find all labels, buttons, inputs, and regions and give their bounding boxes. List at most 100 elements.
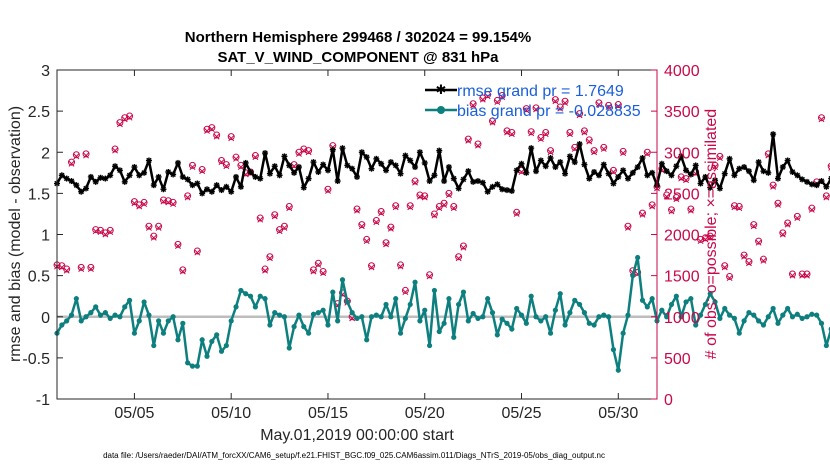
obs-assimilated-stroke bbox=[542, 131, 549, 138]
obs-assimilated-stroke bbox=[571, 146, 578, 152]
obs-assimilated-point bbox=[518, 169, 525, 175]
obs-possible-point bbox=[426, 271, 434, 279]
rmse-point-stroke bbox=[363, 154, 370, 160]
obs-assimilated-point bbox=[552, 98, 559, 105]
obs-layer bbox=[53, 91, 830, 322]
x-tick-label: 05/15 bbox=[308, 405, 348, 422]
obs-assimilated-stroke bbox=[387, 225, 394, 232]
rmse-point bbox=[566, 153, 573, 160]
rmse-point bbox=[808, 181, 815, 188]
obs-possible-point bbox=[484, 91, 492, 99]
rmse-point-stroke bbox=[257, 175, 263, 182]
bias-point bbox=[335, 318, 341, 324]
rmse-point bbox=[804, 178, 810, 185]
bias-point bbox=[393, 296, 399, 302]
rmse-point bbox=[344, 162, 351, 169]
obs-assimilated-point bbox=[736, 205, 743, 212]
bias-point bbox=[789, 314, 796, 320]
rmse-point-stroke bbox=[746, 168, 752, 174]
bias-point bbox=[615, 367, 621, 373]
rmse-point-stroke bbox=[146, 157, 152, 164]
obs-possible-point bbox=[411, 177, 419, 185]
obs-possible-point bbox=[774, 199, 782, 207]
y2-tick-label: 1500 bbox=[664, 269, 700, 286]
obs-assimilated-point bbox=[218, 159, 225, 166]
legend-bias-label: bias grand pr = -0.028835 bbox=[457, 103, 641, 120]
rmse-point-stroke bbox=[276, 172, 283, 178]
rmse-point-stroke bbox=[73, 182, 80, 188]
obs-assimilated-stroke bbox=[286, 205, 293, 212]
rmse-point bbox=[266, 170, 273, 177]
rmse-point-stroke bbox=[480, 179, 486, 186]
obs-assimilated-point bbox=[450, 205, 457, 212]
rmse-point bbox=[533, 168, 540, 175]
obs-assimilated-point bbox=[126, 114, 133, 121]
obs-assimilated-stroke bbox=[799, 272, 806, 279]
obs-assimilated-point bbox=[102, 231, 109, 238]
obs-assimilated-point bbox=[402, 289, 409, 296]
rmse-point-stroke bbox=[697, 180, 704, 187]
bias-point bbox=[630, 273, 636, 279]
rmse-point-stroke bbox=[460, 176, 467, 183]
y2-tick-label: 500 bbox=[664, 351, 691, 368]
obs-possible-point bbox=[261, 265, 269, 273]
obs-assimilated-point bbox=[799, 272, 806, 279]
rmse-point bbox=[678, 153, 685, 160]
rmse-point-stroke bbox=[97, 175, 104, 181]
obs-assimilated-point bbox=[678, 175, 685, 182]
bias-point bbox=[431, 287, 438, 294]
bias-point bbox=[257, 293, 263, 299]
bias-point bbox=[668, 301, 675, 308]
rmse-point bbox=[421, 159, 428, 166]
bias-point bbox=[552, 307, 558, 313]
bias-layer bbox=[54, 254, 830, 373]
obs-assimilated-point bbox=[179, 268, 186, 275]
bias-point bbox=[68, 312, 75, 318]
obs-assimilated-stroke bbox=[808, 206, 815, 213]
y-tick-label: -0.5 bbox=[22, 351, 50, 368]
rmse-point-stroke bbox=[252, 174, 259, 180]
rmse-point bbox=[595, 172, 602, 179]
rmse-point-stroke bbox=[499, 186, 505, 192]
rmse-point-stroke bbox=[789, 169, 796, 175]
bias-point bbox=[746, 310, 752, 316]
rmse-point-stroke bbox=[455, 185, 462, 192]
rmse-point bbox=[155, 173, 162, 180]
obs-possible-point bbox=[164, 197, 172, 205]
rmse-point-stroke bbox=[451, 175, 457, 182]
obs-assimilated-stroke bbox=[368, 264, 375, 271]
obs-assimilated-point bbox=[712, 164, 719, 171]
obs-assimilated-stroke bbox=[257, 216, 264, 223]
obs-possible-point bbox=[82, 150, 90, 158]
rmse-point-stroke bbox=[412, 164, 418, 170]
obs-possible-point bbox=[377, 207, 385, 215]
obs-possible-point bbox=[319, 268, 327, 276]
rmse-point bbox=[750, 177, 757, 184]
bias-point bbox=[368, 314, 375, 320]
obs-assimilated-stroke bbox=[87, 266, 94, 272]
obs-assimilated-point bbox=[508, 131, 515, 138]
rmse-point-stroke bbox=[683, 167, 689, 174]
rmse-point-stroke bbox=[373, 156, 380, 162]
obs-assimilated-point bbox=[237, 164, 244, 171]
rmse-point bbox=[479, 179, 486, 186]
rmse-point bbox=[707, 184, 714, 191]
obs-assimilated-stroke bbox=[828, 164, 830, 168]
obs-assimilated-stroke bbox=[528, 130, 535, 137]
obs-assimilated-stroke bbox=[363, 238, 370, 245]
obs-assimilated-stroke bbox=[610, 169, 617, 175]
obs-assimilated-stroke bbox=[233, 155, 239, 162]
obs-assimilated-stroke bbox=[668, 208, 675, 215]
rmse-point bbox=[576, 141, 583, 148]
obs-assimilated-point bbox=[436, 205, 443, 212]
bias-point bbox=[141, 299, 147, 305]
obs-assimilated-stroke bbox=[731, 204, 738, 211]
obs-assimilated-stroke bbox=[102, 231, 109, 238]
obs-assimilated-point bbox=[136, 203, 143, 210]
obs-assimilated-point bbox=[489, 119, 496, 126]
obs-assimilated-stroke bbox=[499, 94, 506, 101]
rmse-point bbox=[257, 175, 264, 182]
rmse-point bbox=[470, 178, 477, 185]
bias-point bbox=[218, 348, 225, 354]
obs-possible-point bbox=[358, 221, 366, 229]
